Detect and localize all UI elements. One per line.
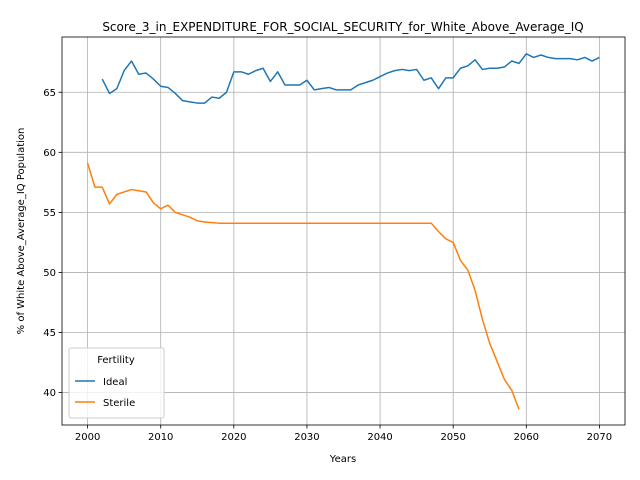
legend-label-ideal: Ideal — [103, 377, 127, 388]
x-axis: 2000 2010 2020 2030 2040 2050 2060 2070 — [75, 425, 612, 443]
x-tick-label: 2060 — [514, 432, 539, 443]
y-tick-label: 60 — [43, 148, 56, 159]
y-axis-label: % of White Above_Average_IQ Population — [16, 128, 27, 335]
legend-frame — [68, 347, 165, 419]
x-tick-label: 2020 — [221, 432, 246, 443]
x-tick-label: 2010 — [148, 432, 173, 443]
x-tick-label: 2070 — [587, 432, 612, 443]
x-tick-label: 2040 — [367, 432, 392, 443]
x-tick-label: 2030 — [294, 432, 319, 443]
x-axis-label: Years — [329, 454, 356, 465]
y-tick-label: 55 — [43, 208, 56, 219]
legend: Fertility Ideal Sterile — [68, 347, 165, 419]
plot-frame — [61, 36, 626, 426]
series-line-sterile — [86, 162, 520, 410]
y-tick-label: 45 — [43, 328, 56, 339]
series-line-ideal — [101, 53, 600, 104]
chart-title: Score_3_in_EXPENDITURE_FOR_SOCIAL_SECURI… — [102, 20, 583, 34]
legend-title: Fertility — [97, 355, 135, 366]
x-tick-label: 2000 — [75, 432, 100, 443]
y-tick-label: 65 — [43, 88, 56, 99]
series-lines — [86, 53, 600, 410]
y-tick-label: 40 — [43, 388, 56, 399]
x-tick-label: 2050 — [440, 432, 465, 443]
y-axis: 40 45 50 55 60 65 — [43, 88, 62, 399]
legend-label-sterile: Sterile — [103, 398, 135, 409]
y-tick-label: 50 — [43, 268, 56, 279]
